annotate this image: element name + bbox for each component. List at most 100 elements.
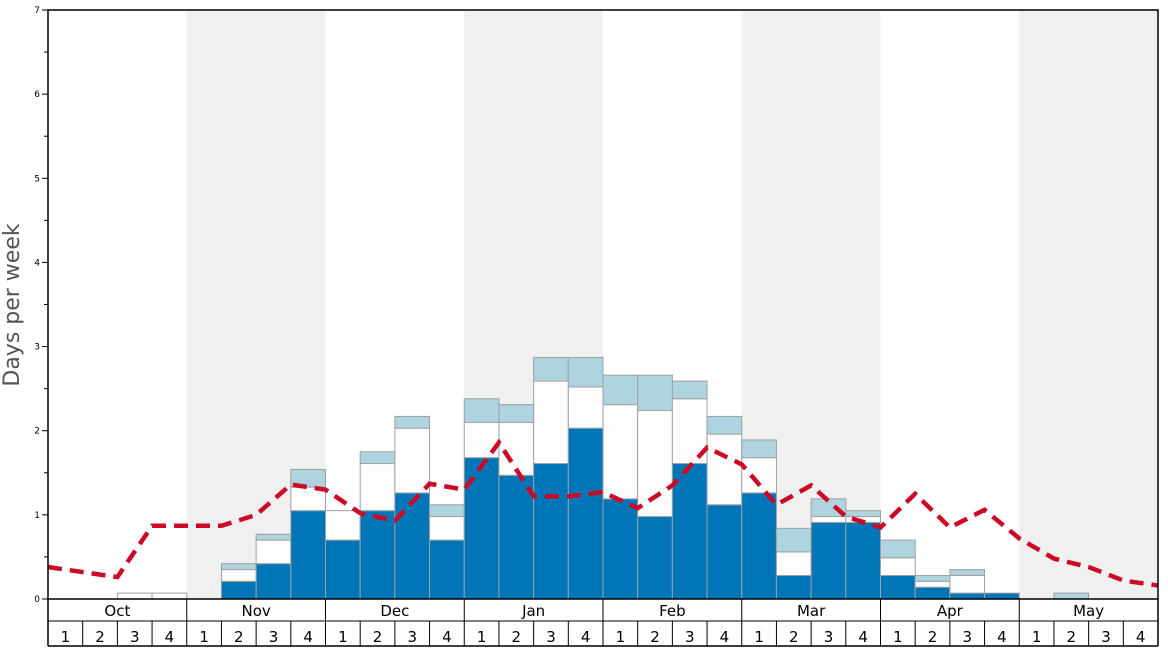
week-label: 4	[720, 628, 730, 646]
y-tick-label: 1	[34, 511, 40, 521]
week-label: 4	[303, 628, 313, 646]
month-label-apr: Apr	[937, 602, 964, 620]
bar-light-week-16	[567, 386, 604, 429]
y-tick-label: 0	[34, 595, 40, 605]
bar-slight-week-30	[1053, 592, 1090, 600]
week-label: 1	[893, 628, 903, 646]
bar-deep-week-15	[533, 463, 569, 600]
month-label-nov: Nov	[241, 602, 270, 620]
week-label: 3	[962, 628, 972, 646]
month-label-mar: Mar	[797, 602, 826, 620]
week-label: 3	[824, 628, 834, 646]
week-label: 1	[61, 628, 71, 646]
bar-light-week-22	[775, 551, 812, 576]
bar-light-week-21	[741, 457, 777, 494]
week-label: 1	[1032, 628, 1042, 646]
bar-deep-week-19	[671, 463, 708, 600]
week-label: 2	[234, 628, 244, 646]
bar-deep-week-20	[706, 504, 743, 600]
bar-deep-week-18	[637, 516, 673, 600]
bar-light-week-23	[810, 516, 847, 523]
y-tick-label: 5	[34, 174, 40, 184]
bar-light-week-12	[429, 516, 465, 541]
bar-light-week-6	[220, 569, 257, 582]
bar-slight-week-19	[671, 380, 708, 400]
bar-light-week-4	[151, 592, 188, 600]
bar-slight-week-7	[255, 533, 292, 541]
bar-deep-week-14	[498, 474, 535, 600]
bar-deep-week-25	[880, 574, 916, 600]
week-label: 1	[477, 628, 487, 646]
week-label: 2	[1067, 628, 1077, 646]
week-label: 2	[928, 628, 938, 646]
week-label: 2	[650, 628, 660, 646]
y-axis-label: Days per week	[0, 223, 25, 386]
bar-deep-week-21	[741, 492, 777, 600]
bar-slight-week-15	[533, 357, 569, 382]
month-band-may	[1019, 10, 1158, 599]
week-label: 3	[130, 628, 140, 646]
bar-light-week-25	[880, 557, 916, 576]
y-tick-label: 2	[34, 427, 40, 437]
month-label-jan: Jan	[521, 602, 545, 620]
bar-slight-week-8	[290, 468, 326, 488]
x-axis: Oct 1 2 3 4 Nov 1 2 3 4 Dec 1 2 3 4 Jan 1 2 3 4 Feb 1 2 3 4 Mar 1 2…	[47, 599, 1159, 647]
bar-deep-week-22	[775, 574, 812, 600]
month-label-feb: Feb	[659, 602, 686, 620]
bar-deep-week-12	[429, 539, 465, 600]
week-label: 4	[858, 628, 868, 646]
bar-light-week-15	[533, 380, 569, 465]
week-label: 2	[512, 628, 522, 646]
week-label: 4	[442, 628, 452, 646]
bar-slight-week-20	[706, 415, 743, 435]
bar-light-week-20	[706, 433, 743, 506]
bar-light-week-7	[255, 539, 292, 565]
bar-deep-week-26	[914, 586, 951, 600]
bar-deep-week-11	[394, 492, 431, 600]
week-label: 3	[407, 628, 417, 646]
bar-slight-week-25	[880, 539, 916, 559]
y-tick-label: 6	[34, 90, 40, 100]
week-label: 1	[616, 628, 626, 646]
bar-slight-week-6	[220, 563, 257, 571]
bar-stacks	[116, 357, 1090, 600]
y-axis: 0 1 2 3 4 5 6 7	[34, 6, 48, 605]
week-label: 3	[546, 628, 556, 646]
week-label: 4	[1136, 628, 1146, 646]
bar-light-week-17	[602, 404, 639, 500]
bar-deep-week-27	[949, 592, 986, 600]
week-label: 3	[685, 628, 695, 646]
week-label: 3	[1101, 628, 1111, 646]
bar-deep-week-17	[602, 498, 639, 600]
month-shading-bands	[186, 10, 1158, 599]
y-tick-label: 4	[34, 258, 40, 268]
week-label: 1	[754, 628, 764, 646]
bar-deep-week-23	[810, 521, 847, 600]
y-tick-label: 7	[34, 6, 40, 16]
bar-deep-week-7	[255, 563, 292, 600]
month-label-oct: Oct	[104, 602, 130, 620]
bar-slight-week-16	[567, 357, 604, 388]
bar-slight-week-12	[429, 504, 465, 518]
bar-light-week-26	[914, 580, 951, 588]
bar-deep-week-28	[984, 592, 1020, 600]
week-label: 4	[581, 628, 591, 646]
bar-light-week-27	[949, 574, 986, 594]
bar-slight-week-26	[914, 574, 951, 582]
bar-light-week-9	[325, 510, 361, 541]
month-label-dec: Dec	[380, 602, 409, 620]
bar-slight-week-17	[602, 374, 639, 406]
y-tick-label: 3	[34, 343, 40, 353]
bar-deep-week-6	[220, 580, 257, 600]
bar-slight-week-11	[394, 415, 431, 429]
bar-deep-week-16	[567, 427, 604, 600]
bar-light-week-14	[498, 421, 535, 476]
bar-light-week-11	[394, 427, 431, 494]
bar-slight-week-22	[775, 527, 812, 553]
bar-light-week-18	[637, 410, 673, 518]
week-label: 2	[95, 628, 105, 646]
bar-slight-week-18	[637, 374, 673, 412]
bar-slight-week-21	[741, 439, 777, 459]
bar-deep-week-24	[845, 521, 881, 600]
month-label-may: May	[1073, 602, 1104, 620]
